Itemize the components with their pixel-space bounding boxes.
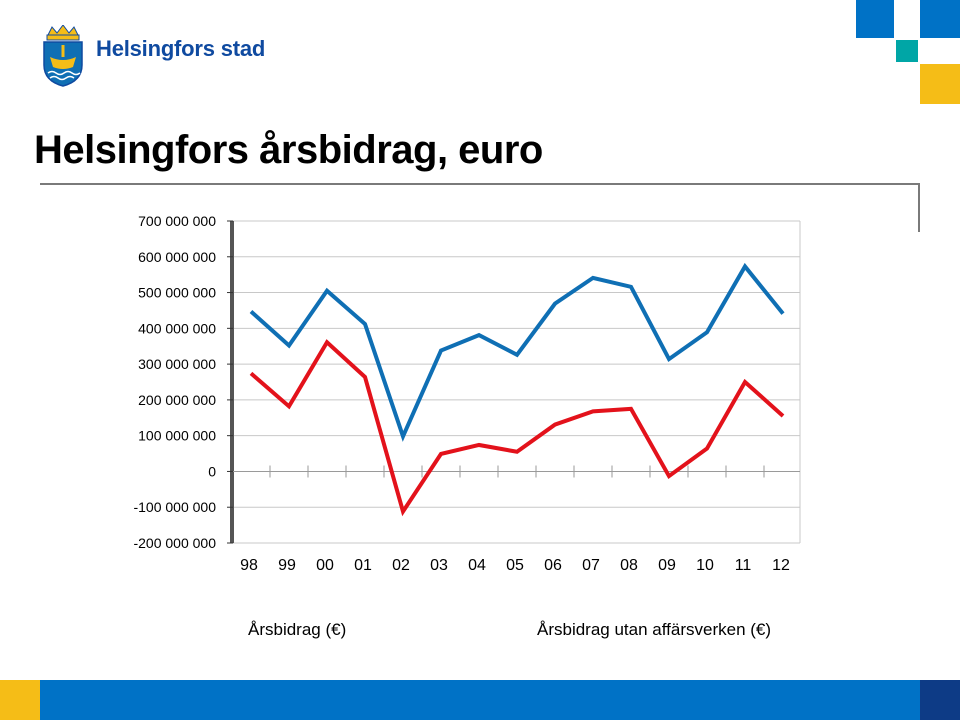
slide-title: Helsingfors årsbidrag, euro xyxy=(34,128,543,172)
decor-square-blue xyxy=(856,0,894,38)
y-tick-label: 500 000 000 xyxy=(138,285,216,301)
footer-bar xyxy=(0,680,960,720)
x-tick-label: 12 xyxy=(772,557,790,574)
x-tick-label: 07 xyxy=(582,557,600,574)
decor-square-blue-right xyxy=(920,0,960,38)
footer-yellow-block xyxy=(0,680,40,720)
y-tick-label: 400 000 000 xyxy=(138,320,216,336)
series-line-arsbidrag-utan-affarsverken xyxy=(249,339,785,517)
y-tick-label: -200 000 000 xyxy=(133,535,216,551)
x-tick-label: 03 xyxy=(430,557,448,574)
title-divider xyxy=(40,183,920,185)
decor-square-yellow xyxy=(920,64,960,104)
x-tick-label: 02 xyxy=(392,557,410,574)
x-tick-label: 99 xyxy=(278,557,296,574)
org-name: Helsingfors stad xyxy=(96,36,266,61)
x-tick-label: 04 xyxy=(468,557,486,574)
y-tick-label: 700 000 000 xyxy=(138,213,216,229)
line-chart: 700 000 000 600 000 000 500 000 000 400 000… xyxy=(133,213,801,574)
x-tick-label: 10 xyxy=(696,557,714,574)
series-line-arsbidrag xyxy=(249,262,785,442)
decor-square-teal xyxy=(896,40,918,62)
legend-item-arsbidrag: Årsbidrag (€) xyxy=(248,620,347,639)
y-tick-label: 300 000 000 xyxy=(138,356,216,372)
x-tick-label: 05 xyxy=(506,557,524,574)
legend-item-arsbidrag-utan-affarsverken: Årsbidrag utan affärsverken (€) xyxy=(537,620,772,639)
footer-blue-block xyxy=(40,680,920,720)
x-tick-label: 98 xyxy=(240,557,258,574)
y-tick-label: -100 000 000 xyxy=(133,499,216,515)
x-tick-label: 00 xyxy=(316,557,334,574)
x-tick-label: 06 xyxy=(544,557,562,574)
helsinki-coat-of-arms-logo xyxy=(40,24,86,88)
y-tick-label: 200 000 000 xyxy=(138,392,216,408)
y-tick-label: 600 000 000 xyxy=(138,249,216,265)
x-tick-label: 01 xyxy=(354,557,372,574)
x-tick-label: 09 xyxy=(658,557,676,574)
x-tick-label: 11 xyxy=(735,557,752,574)
coat-of-arms-icon xyxy=(43,25,83,87)
footer-navy-block xyxy=(920,680,960,720)
y-tick-label: 0 xyxy=(208,463,216,479)
y-tick-label: 100 000 000 xyxy=(138,428,216,444)
x-tick-label: 08 xyxy=(620,557,638,574)
title-divider-end xyxy=(918,183,920,232)
y-axis-line xyxy=(230,221,234,543)
